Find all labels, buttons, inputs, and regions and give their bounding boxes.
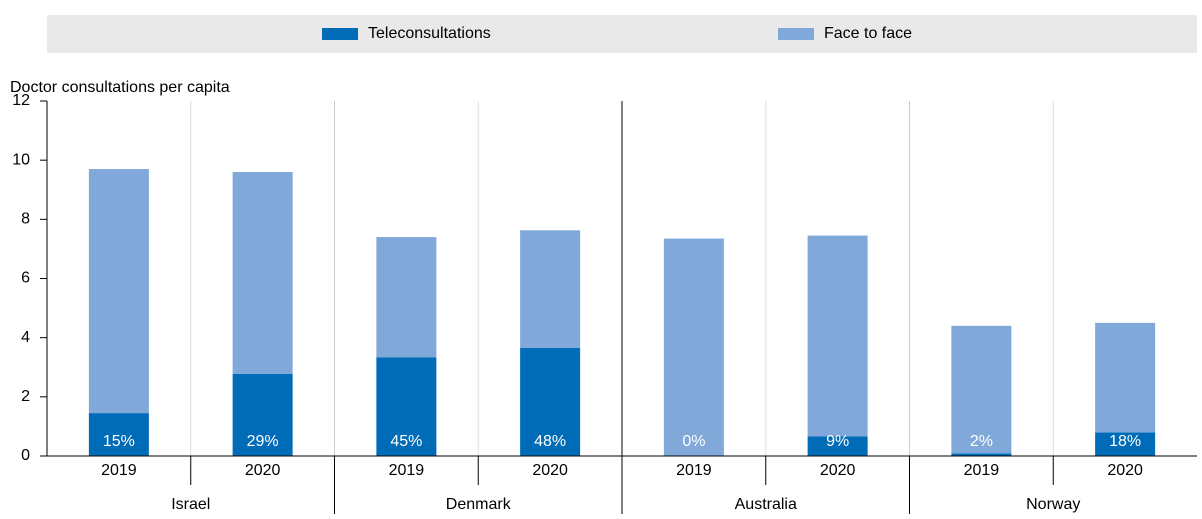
bar-segment [520,348,581,456]
share-label: 15% [103,433,135,450]
bar-segment [1095,322,1156,433]
share-label: 29% [247,433,279,450]
y-tick-label: 0 [21,447,30,464]
bar-segment [807,436,868,456]
bar-segment [232,373,293,456]
bar-segment [663,238,724,456]
x-tick-label: 2019 [964,462,1000,479]
share-label: 9% [826,433,849,450]
bar-segment [88,413,149,456]
y-tick-label: 6 [21,270,30,287]
bar-segment [951,453,1012,456]
bar-segment [376,357,437,456]
bar-segment [1095,432,1156,456]
x-tick-label: 2019 [676,462,712,479]
share-label: 2% [970,433,993,450]
x-tick-label: 2019 [101,462,137,479]
bar-segment [951,325,1012,454]
legend-label: Face to face [824,25,912,42]
x-tick-label: 2020 [245,462,281,479]
group-label: Denmark [446,496,512,513]
share-label: 48% [534,433,566,450]
group-label: Australia [735,496,797,513]
bar-segment [88,169,149,414]
legend-swatch [322,28,358,40]
legend-label: Teleconsultations [368,25,491,42]
bar-segment [376,237,437,358]
y-tick-label: 12 [12,92,30,109]
share-label: 18% [1109,433,1141,450]
share-label: 45% [390,433,422,450]
y-tick-label: 2 [21,388,30,405]
share-label: 0% [682,433,705,450]
y-tick-label: 4 [21,329,30,346]
legend-background [47,15,1197,53]
y-tick-label: 10 [12,151,30,168]
legend-swatch [778,28,814,40]
x-tick-label: 2019 [389,462,425,479]
x-tick-label: 2020 [532,462,568,479]
bar-segment [520,230,581,349]
group-label: Norway [1026,496,1080,513]
x-tick-label: 2020 [1107,462,1143,479]
bar-segment [807,235,868,437]
bar-segment [232,172,293,374]
x-tick-label: 2020 [820,462,856,479]
y-axis-title: Doctor consultations per capita [10,79,230,96]
group-label: Israel [171,496,210,513]
y-tick-label: 8 [21,211,30,228]
